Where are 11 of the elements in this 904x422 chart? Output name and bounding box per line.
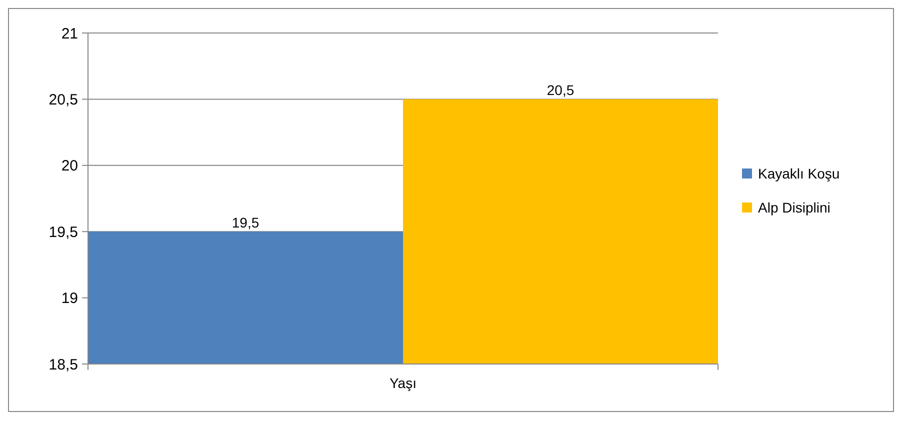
y-tick-label: 20 <box>61 158 78 175</box>
data-label: 19,5 <box>232 214 260 231</box>
legend-label: Alp Disiplini <box>758 199 830 216</box>
y-tick-label: 19,5 <box>48 224 78 241</box>
x-tick-label: Yaşı <box>390 375 416 391</box>
y-tick-label: 18,5 <box>48 356 78 374</box>
y-tick-label: 20,5 <box>48 91 78 108</box>
data-label: 20,5 <box>546 82 574 98</box>
y-tick-label: 19 <box>61 290 78 308</box>
legend-label: Kayaklı Koşu <box>758 165 840 182</box>
y-tick-label: 21 <box>61 25 78 42</box>
